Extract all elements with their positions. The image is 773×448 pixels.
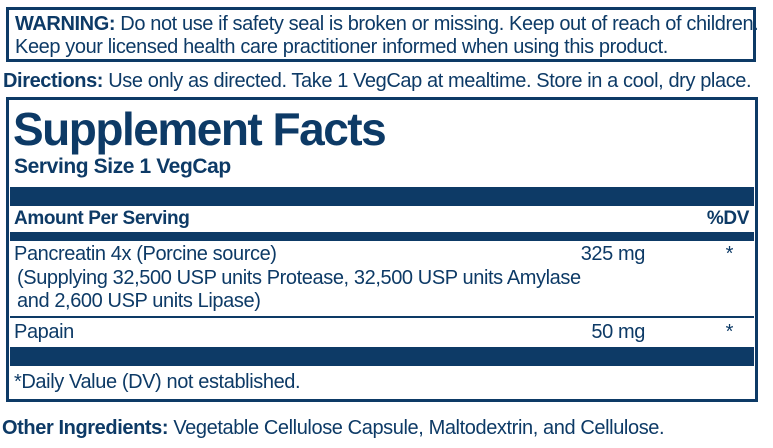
supplement-facts-panel: Supplement Facts Serving Size 1 VegCap A… [6, 97, 758, 402]
warning-text-2: Keep your licensed health care practitio… [15, 36, 668, 58]
dv-footnote: *Daily Value (DV) not established. [14, 371, 301, 393]
other-ingredients-label: Other Ingredients: [2, 417, 169, 439]
directions-label: Directions: [3, 70, 104, 92]
ingredient-detail-line-2: and 2,600 USP units Lipase) [17, 290, 261, 312]
ingredient-name: Pancreatin 4x (Porcine source) [14, 243, 277, 265]
warning-text-1: Do not use if safety seal is broken or m… [120, 13, 759, 35]
percent-dv-header: %DV [706, 208, 749, 229]
warning-label: WARNING: [15, 13, 116, 35]
divider-bar-thick-top [10, 187, 754, 206]
warning-box: WARNING: Do not use if safety seal is br… [6, 7, 759, 62]
supplement-facts-title: Supplement Facts [13, 103, 387, 155]
ingredient-name: Papain [14, 321, 74, 343]
ingredient-dv: * [725, 321, 734, 343]
warning-line-1: WARNING: Do not use if safety seal is br… [15, 13, 759, 36]
divider-bar-thick-bottom [10, 347, 754, 366]
ingredient-amount: 50 mg [591, 321, 645, 343]
directions-line: Directions: Use only as directed. Take 1… [3, 69, 771, 93]
facts-header-row: Amount Per Serving %DV [9, 206, 755, 232]
ingredient-amount: 325 mg [580, 243, 646, 265]
divider-hairline [10, 316, 754, 318]
warning-line-2: Keep your licensed health care practitio… [15, 36, 753, 59]
directions-text: Use only as directed. Take 1 VegCap at m… [108, 70, 752, 92]
ingredient-dv: * [725, 243, 734, 265]
divider-bar-medium [10, 232, 754, 241]
ingredient-detail-line-1: (Supplying 32,500 USP units Protease, 32… [17, 267, 581, 289]
other-ingredients-text: Vegetable Cellulose Capsule, Maltodextri… [173, 417, 665, 439]
serving-size: Serving Size 1 VegCap [14, 155, 231, 178]
other-ingredients-line: Other Ingredients: Vegetable Cellulose C… [2, 416, 772, 440]
amount-per-serving-header: Amount Per Serving [14, 208, 190, 229]
table-row-pancreatin: Pancreatin 4x (Porcine source) 325 mg * [9, 241, 755, 267]
table-row-papain: Papain 50 mg * [9, 318, 755, 346]
